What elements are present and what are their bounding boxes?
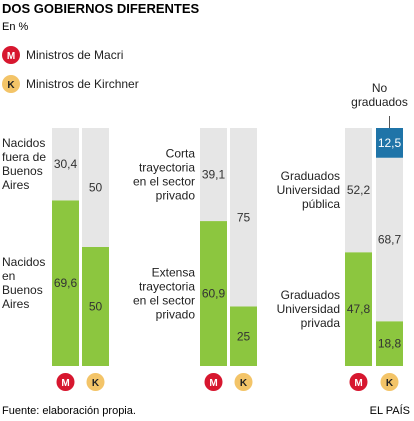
series-label-line: fuera de: [2, 150, 46, 164]
chart-panels: 69,630,4M5050KNacidosenBuenosAiresNacido…: [2, 81, 408, 391]
footer-source: Fuente: elaboración propia.: [2, 405, 136, 417]
category-badge-icon: [204, 373, 223, 391]
series-label-line: privado: [156, 308, 196, 322]
data-label-k-series-1: 25: [237, 329, 251, 343]
data-label-m-series-2: 30,4: [54, 157, 78, 171]
category-label-k: K: [92, 378, 100, 389]
data-label-m-series-2: 39,1: [202, 168, 226, 182]
kirchner-badge-letter: K: [7, 80, 15, 91]
series-label-line: graduados: [351, 95, 408, 109]
series-label-line: pública: [302, 197, 340, 211]
series-label-line: trayectoria: [139, 280, 195, 294]
category-label-m: M: [61, 378, 69, 389]
chart-panel-3: 47,852,2M18,868,712,5KGraduadosUniversid…: [277, 81, 408, 391]
kirchner-badge-icon: [2, 75, 20, 93]
series-label-line: Corta: [166, 147, 196, 161]
series-label-line: en el sector: [133, 294, 195, 308]
bar-k-series-2: [376, 157, 403, 322]
category-label-m: M: [354, 378, 362, 389]
series-label-line: trayectoria: [139, 161, 195, 175]
bar-k-series-1: [376, 321, 403, 366]
data-label-m-series-1: 60,9: [202, 287, 226, 301]
bar-m-series-1: [200, 221, 227, 366]
chart-subtitle: En %: [2, 21, 29, 33]
series-label-line: Aires: [2, 297, 29, 311]
bar-m-series-1: [345, 252, 372, 366]
series-label-line: Extensa: [152, 266, 196, 280]
legend-item-kirchner: K Ministros de Kirchner: [2, 75, 139, 93]
bar-k-series-2: [82, 128, 109, 247]
data-label-m-series-2: 52,2: [347, 183, 371, 197]
legend-label-macri: Ministros de Macri: [26, 48, 123, 62]
data-label-k-series-3: 12,5: [378, 136, 402, 150]
series-label-line: Graduados: [281, 169, 340, 183]
data-label-k-series-1: 18,8: [378, 337, 402, 351]
series-label-line: privada: [301, 316, 341, 330]
data-label-k-series-1: 50: [89, 300, 103, 314]
data-label-k-series-2: 50: [89, 181, 103, 195]
series-label-line: en el sector: [133, 175, 195, 189]
series-label-line: Graduados: [281, 288, 340, 302]
bar-m-series-2: [345, 128, 372, 253]
data-label-k-series-2: 68,7: [378, 233, 402, 247]
legend-item-macri: M Ministros de Macri: [2, 46, 123, 64]
data-label-k-series-2: 75: [237, 210, 251, 224]
category-badge-icon: [234, 373, 253, 391]
category-badge-icon: [56, 373, 75, 391]
series-label-line: Nacidos: [2, 255, 45, 269]
bar-m-series-1: [52, 200, 79, 366]
macri-badge-letter: M: [7, 51, 15, 62]
series-label-line: Buenos: [2, 283, 43, 297]
data-label-m-series-1: 69,6: [54, 276, 78, 290]
series-label-line: Universidad: [277, 183, 340, 197]
series-label-line: Universidad: [277, 302, 340, 316]
bar-k-series-3: [376, 128, 403, 158]
legend-label-kirchner: Ministros de Kirchner: [26, 77, 139, 91]
category-badge-icon: [349, 373, 368, 391]
legend: M Ministros de Macri K Ministros de Kirc…: [2, 46, 139, 93]
macri-badge-icon: [2, 46, 20, 64]
bar-k-series-1: [82, 247, 109, 366]
series-label-line: Nacidos: [2, 136, 45, 150]
category-badge-icon: [86, 373, 105, 391]
bar-k-series-1: [230, 306, 257, 366]
series-label-line: Buenos: [2, 164, 43, 178]
data-label-m-series-1: 47,8: [347, 302, 371, 316]
chart-title: DOS GOBIERNOS DIFERENTES: [2, 1, 200, 16]
chart-panel-1: 69,630,4M5050KNacidosenBuenosAiresNacido…: [2, 128, 109, 391]
bar-k-series-2: [230, 128, 257, 307]
category-badge-icon: [380, 373, 399, 391]
category-label-m: M: [209, 378, 217, 389]
bar-m-series-2: [52, 128, 79, 201]
footer-credit: EL PAÍS: [370, 404, 410, 417]
category-label-k: K: [386, 378, 394, 389]
category-label-k: K: [240, 378, 248, 389]
series-label-line: Aires: [2, 178, 29, 192]
series-label-line: en: [2, 269, 15, 283]
series-label-line: No: [372, 81, 388, 95]
series-label-line: privado: [156, 189, 196, 203]
bar-m-series-2: [200, 128, 227, 222]
